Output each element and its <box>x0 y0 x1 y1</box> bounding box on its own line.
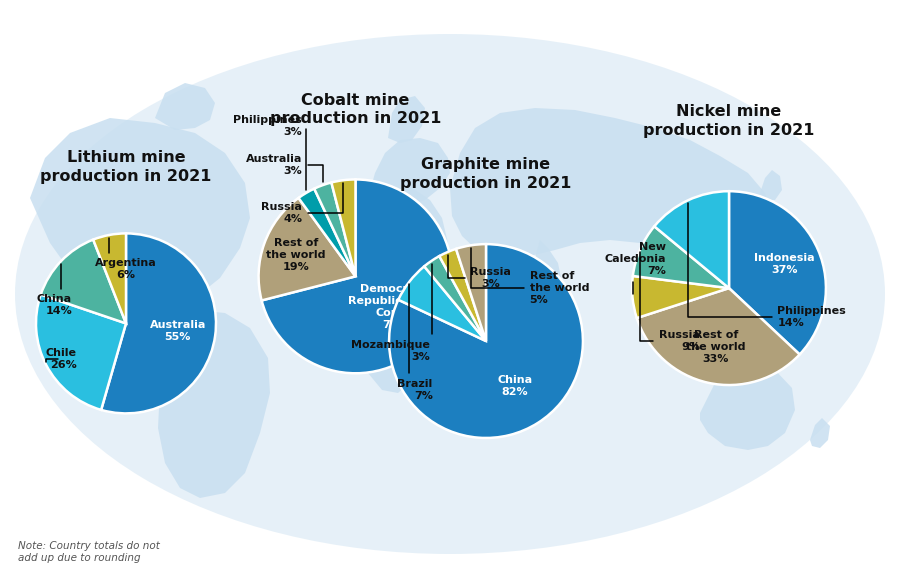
Text: Australia
55%: Australia 55% <box>149 320 206 342</box>
Text: Indonesia
37%: Indonesia 37% <box>754 253 814 275</box>
Wedge shape <box>439 249 486 341</box>
Wedge shape <box>314 182 356 276</box>
Wedge shape <box>389 244 583 438</box>
Text: Lithium mine
production in 2021: Lithium mine production in 2021 <box>40 151 212 184</box>
Text: Argentina
6%: Argentina 6% <box>95 238 157 280</box>
Polygon shape <box>760 170 782 200</box>
Polygon shape <box>158 310 270 498</box>
Polygon shape <box>368 138 450 206</box>
Wedge shape <box>36 295 126 410</box>
Text: Chile
26%: Chile 26% <box>46 349 76 370</box>
Text: China
82%: China 82% <box>497 375 532 397</box>
Wedge shape <box>399 266 486 341</box>
Wedge shape <box>456 244 486 341</box>
Text: Cobalt mine
production in 2021: Cobalt mine production in 2021 <box>270 92 441 126</box>
Wedge shape <box>637 288 800 385</box>
Text: Note: Country totals do not
add up due to rounding: Note: Country totals do not add up due t… <box>18 541 160 563</box>
Text: Rest of
the world
5%: Rest of the world 5% <box>471 248 590 305</box>
Text: China
14%: China 14% <box>37 264 72 316</box>
Polygon shape <box>530 240 562 308</box>
Text: Democratic
Republic of the
Congo
71%: Democratic Republic of the Congo 71% <box>348 284 443 330</box>
Text: Brazil
7%: Brazil 7% <box>398 285 433 400</box>
Text: Russia
4%: Russia 4% <box>261 183 344 225</box>
Polygon shape <box>692 270 724 300</box>
Wedge shape <box>331 179 356 276</box>
Wedge shape <box>101 233 216 413</box>
Polygon shape <box>155 83 215 130</box>
Polygon shape <box>355 188 448 393</box>
Ellipse shape <box>15 34 885 554</box>
Wedge shape <box>262 179 453 373</box>
Polygon shape <box>700 363 795 450</box>
Wedge shape <box>633 226 729 288</box>
Polygon shape <box>30 118 250 318</box>
Text: Russia
9%: Russia 9% <box>640 252 700 352</box>
Text: Russia
3%: Russia 3% <box>447 255 511 289</box>
Wedge shape <box>632 276 729 318</box>
Text: Nickel mine
production in 2021: Nickel mine production in 2021 <box>644 104 814 138</box>
Polygon shape <box>388 96 425 143</box>
Polygon shape <box>810 418 830 448</box>
Text: Philippines
14%: Philippines 14% <box>688 203 846 328</box>
Wedge shape <box>40 239 126 323</box>
Text: Australia
3%: Australia 3% <box>246 154 323 182</box>
Polygon shape <box>640 250 680 293</box>
Wedge shape <box>654 191 729 288</box>
Text: New
Caledonia
7%: New Caledonia 7% <box>605 242 666 295</box>
Wedge shape <box>299 189 356 276</box>
Wedge shape <box>424 256 486 341</box>
Text: Rest of
the world
33%: Rest of the world 33% <box>686 330 745 364</box>
Text: Graphite mine
production in 2021: Graphite mine production in 2021 <box>400 157 572 191</box>
Wedge shape <box>729 191 826 355</box>
Text: Rest of
the world
19%: Rest of the world 19% <box>266 238 326 272</box>
Text: Philippines
3%: Philippines 3% <box>233 115 306 190</box>
Wedge shape <box>258 198 356 300</box>
Polygon shape <box>450 108 775 260</box>
Text: Mozambique
3%: Mozambique 3% <box>351 263 431 362</box>
Wedge shape <box>94 233 126 323</box>
